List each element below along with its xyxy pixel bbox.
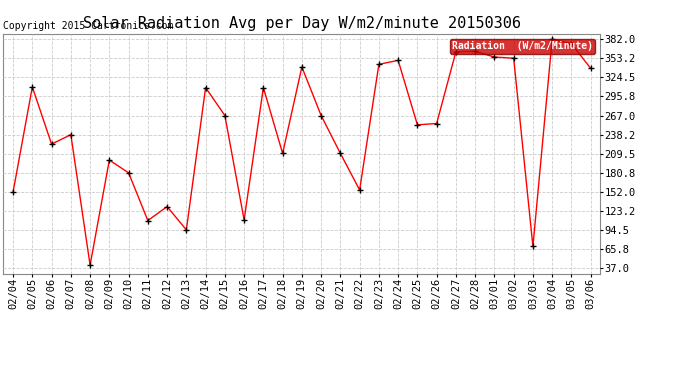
Text: Copyright 2015 Cartronics.com: Copyright 2015 Cartronics.com	[3, 21, 174, 32]
Legend: Radiation  (W/m2/Minute): Radiation (W/m2/Minute)	[450, 39, 595, 54]
Title: Solar Radiation Avg per Day W/m2/minute 20150306: Solar Radiation Avg per Day W/m2/minute …	[83, 16, 521, 31]
